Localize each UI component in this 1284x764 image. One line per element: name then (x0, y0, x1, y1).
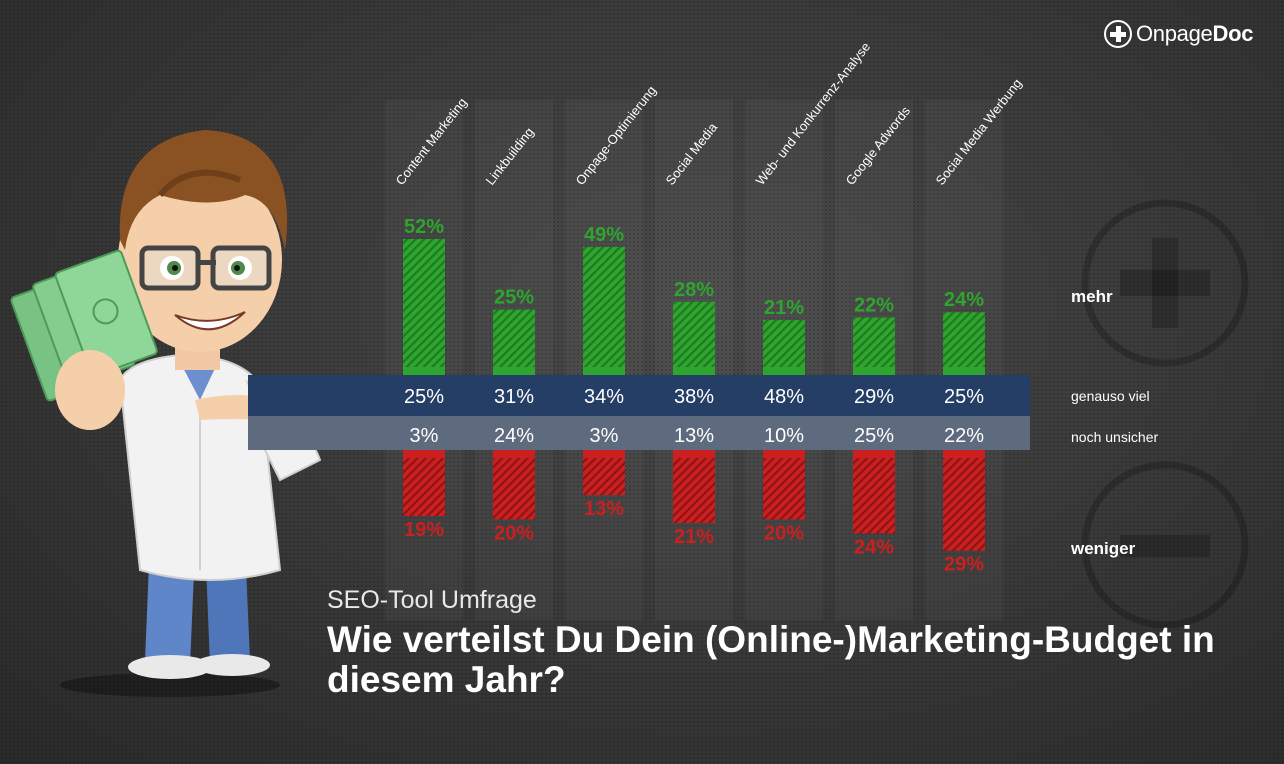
bar-mehr-base (493, 367, 535, 375)
bar-weniger-base (853, 450, 895, 458)
label-genauso-web-und-konkurrenz-analyse: 48% (764, 386, 804, 408)
bar-weniger-base (763, 450, 805, 458)
bar-mehr-base (673, 367, 715, 375)
onpagedoc-logo: OnpageDoc (1104, 18, 1253, 50)
label-unsicher-linkbuilding: 24% (494, 425, 534, 447)
row-label-noch-unsicher: noch unsicher (1071, 429, 1159, 445)
label-unsicher-content-marketing: 3% (410, 425, 439, 447)
bar-mehr-base (403, 367, 445, 375)
bar-mehr-base (943, 367, 985, 375)
medical-cross-icon (1104, 20, 1132, 48)
bar-mehr-social-media (673, 301, 715, 367)
label-unsicher-onpage-optimierung: 3% (590, 425, 619, 447)
bar-weniger-base (583, 450, 625, 458)
label-genauso-social-media: 38% (674, 386, 714, 408)
label-genauso-google-adwords: 29% (854, 386, 894, 408)
bar-mehr-base (583, 367, 625, 375)
survey-subtitle: SEO-Tool Umfrage (327, 586, 537, 614)
bar-weniger-google-adwords (853, 458, 895, 534)
label-mehr-linkbuilding: 25% (494, 287, 534, 309)
bar-weniger-onpage-optimierung (583, 458, 625, 496)
label-weniger-onpage-optimierung: 13% (584, 498, 624, 520)
bar-mehr-content-marketing (403, 239, 445, 367)
label-weniger-content-marketing: 19% (404, 519, 444, 541)
label-mehr-content-marketing: 52% (404, 216, 444, 238)
doctor-illustration (10, 130, 322, 697)
label-genauso-social-media-werbung: 25% (944, 386, 984, 408)
bar-mehr-linkbuilding (493, 309, 535, 367)
band-genauso-viel (248, 375, 1030, 416)
minus-circle-icon (1081, 461, 1249, 629)
label-unsicher-social-media-werbung: 22% (944, 425, 984, 447)
bar-weniger-social-media-werbung (943, 458, 985, 551)
bar-weniger-linkbuilding (493, 458, 535, 520)
label-unsicher-google-adwords: 25% (854, 425, 894, 447)
row-label-mehr: mehr (1071, 287, 1113, 306)
bar-weniger-base (493, 450, 535, 458)
label-mehr-google-adwords: 22% (854, 294, 894, 316)
chart-title: Wie verteilst Du Dein (Online-)Marketing… (327, 619, 1215, 700)
label-weniger-google-adwords: 24% (854, 536, 894, 558)
bar-mehr-google-adwords (853, 317, 895, 367)
bar-weniger-base (403, 450, 445, 458)
bar-weniger-content-marketing (403, 458, 445, 516)
bar-mehr-base (763, 367, 805, 375)
label-weniger-social-media: 21% (674, 526, 714, 548)
row-label-weniger: weniger (1070, 539, 1136, 558)
label-genauso-content-marketing: 25% (404, 386, 444, 408)
label-mehr-web-und-konkurrenz-analyse: 21% (764, 297, 804, 319)
label-weniger-web-und-konkurrenz-analyse: 20% (764, 522, 804, 544)
label-weniger-social-media-werbung: 29% (944, 554, 984, 576)
logo-text: OnpageDoc (1136, 21, 1254, 46)
bar-weniger-base (673, 450, 715, 458)
bar-mehr-web-und-konkurrenz-analyse (763, 320, 805, 367)
bar-weniger-web-und-konkurrenz-analyse (763, 458, 805, 520)
label-unsicher-web-und-konkurrenz-analyse: 10% (764, 425, 804, 447)
bar-mehr-base (853, 367, 895, 375)
label-unsicher-social-media: 13% (674, 425, 714, 447)
label-genauso-linkbuilding: 31% (494, 386, 534, 408)
label-weniger-linkbuilding: 20% (494, 522, 534, 544)
bar-weniger-base (943, 450, 985, 458)
bar-mehr-social-media-werbung (943, 312, 985, 367)
plus-circle-icon (1081, 199, 1249, 367)
bar-weniger-social-media (673, 458, 715, 523)
label-mehr-social-media: 28% (674, 279, 714, 301)
band-noch-unsicher (248, 416, 1030, 450)
label-genauso-onpage-optimierung: 34% (584, 386, 624, 408)
label-mehr-social-media-werbung: 24% (944, 289, 984, 311)
row-label-genauso-viel: genauso viel (1071, 388, 1150, 404)
bar-mehr-onpage-optimierung (583, 246, 625, 367)
label-mehr-onpage-optimierung: 49% (584, 224, 624, 246)
